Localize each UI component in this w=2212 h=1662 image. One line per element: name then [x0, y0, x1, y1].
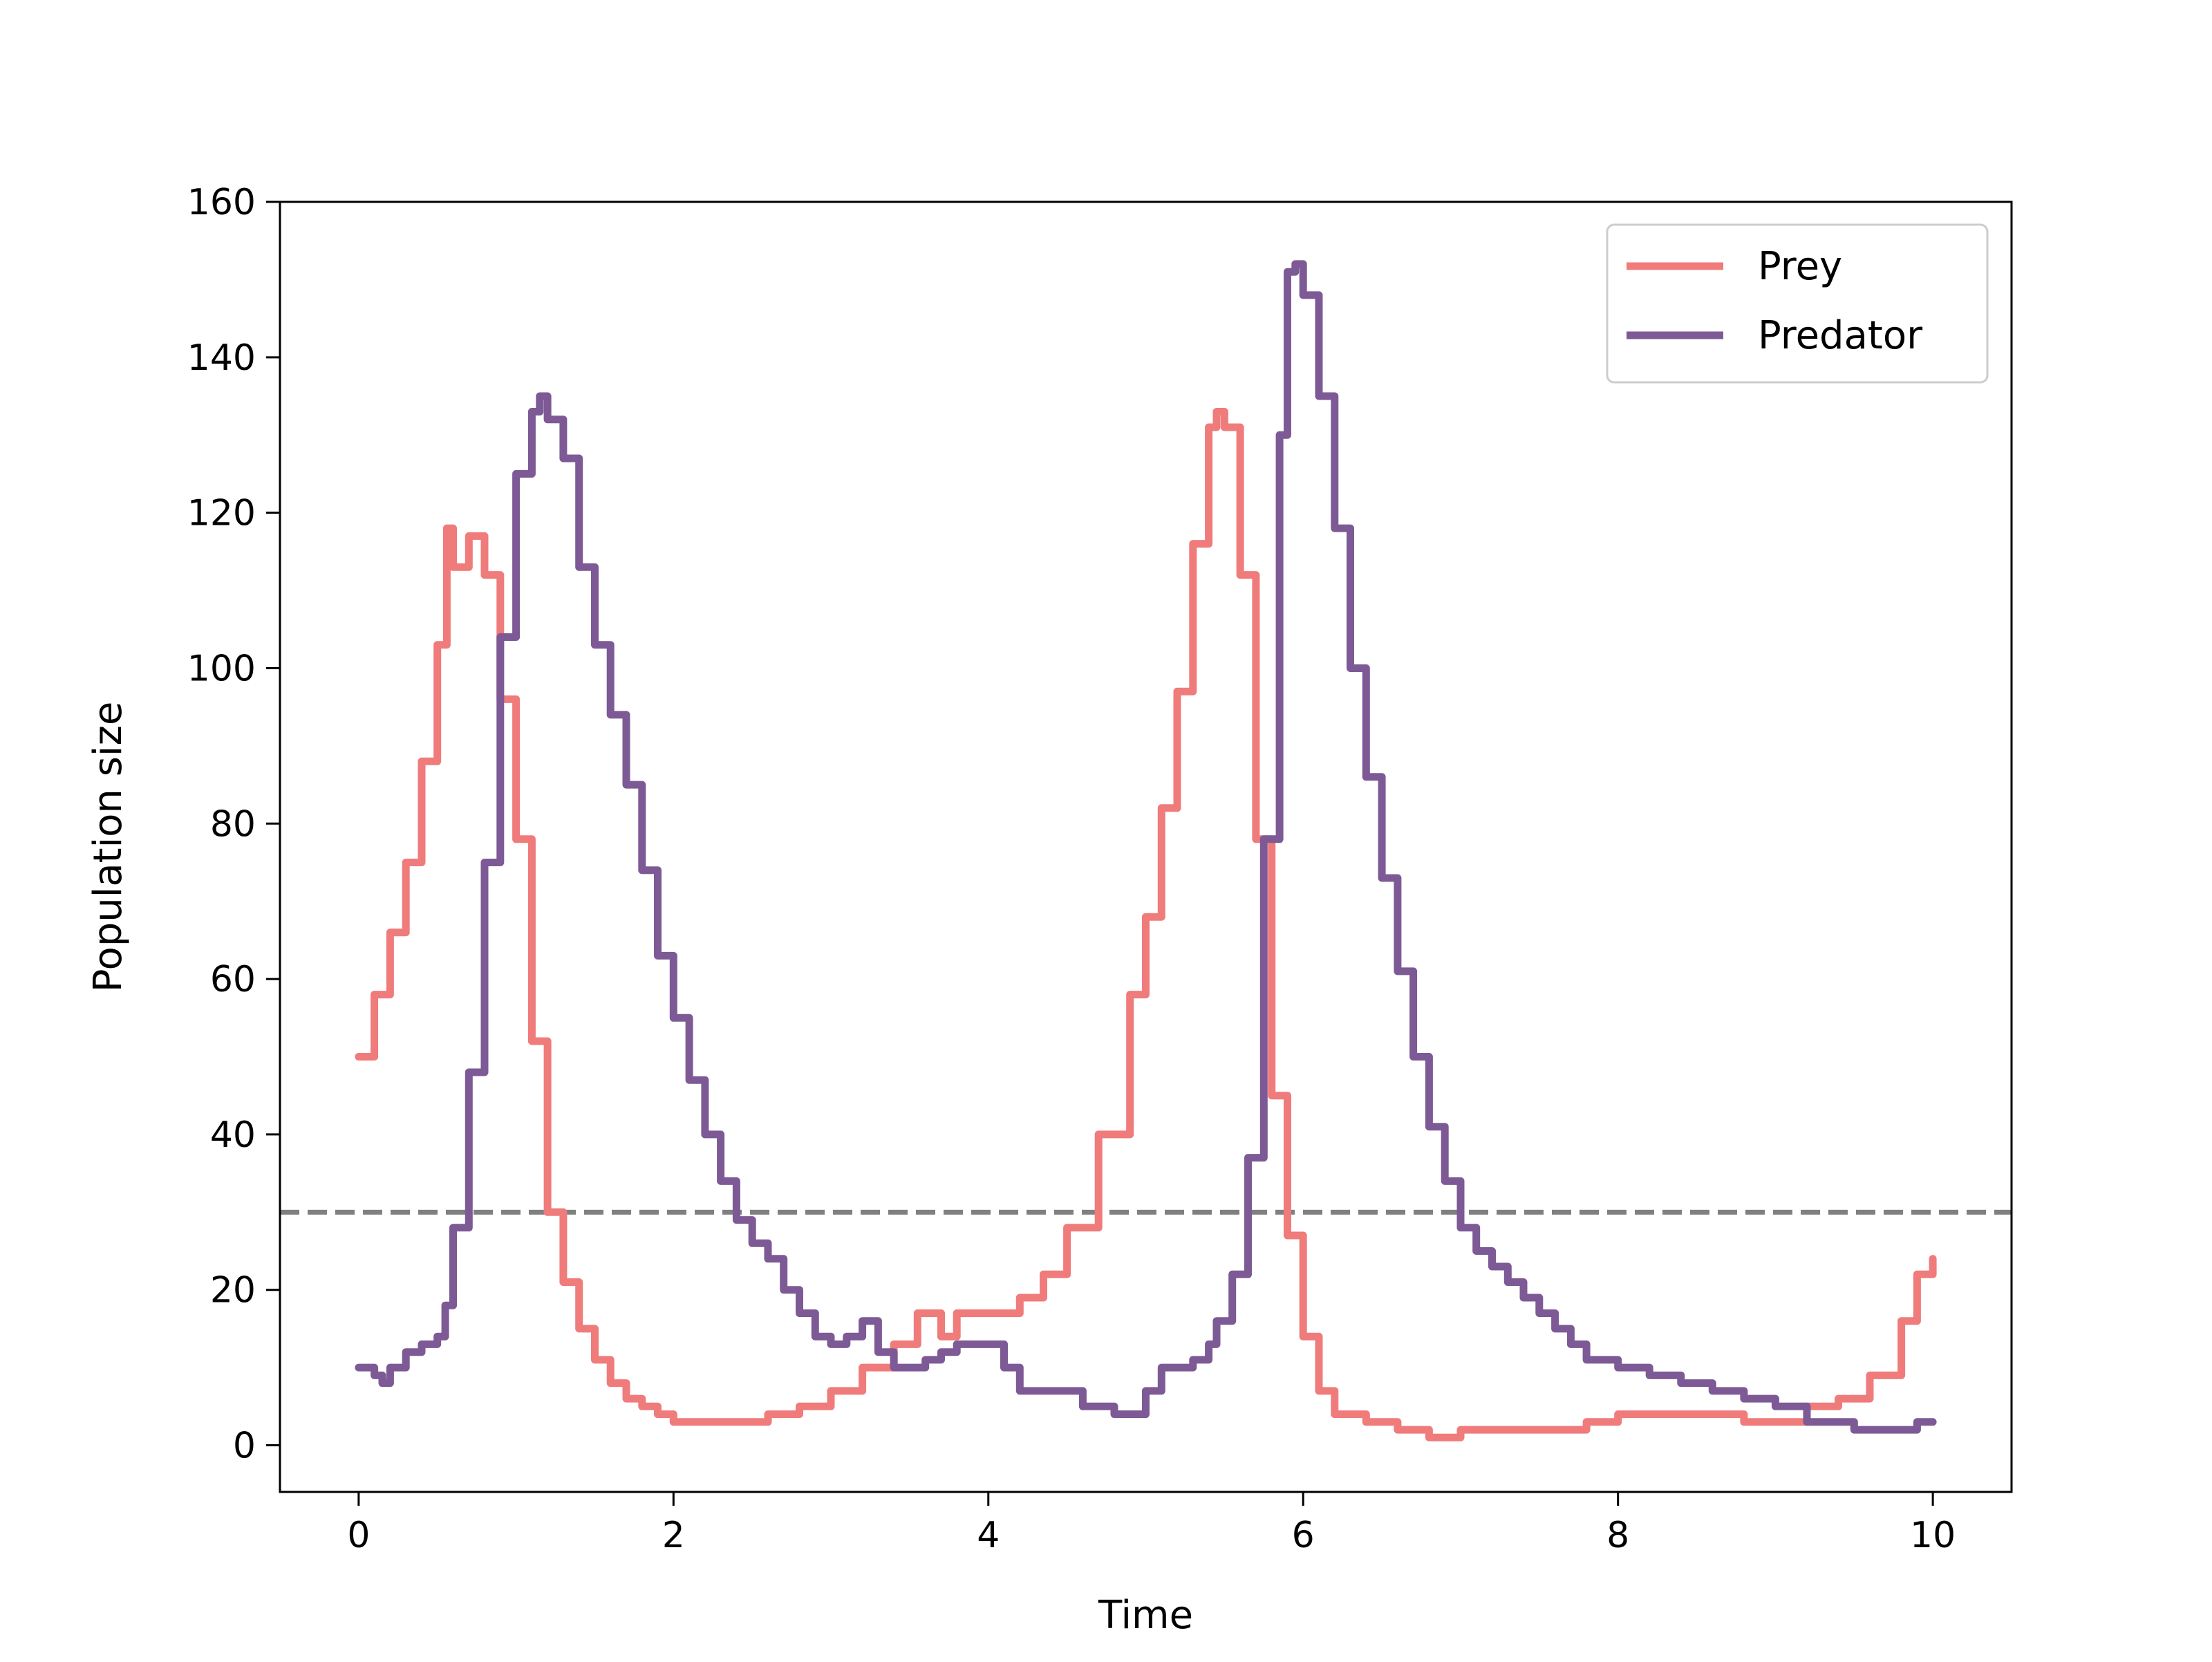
- x-tick-label: 4: [977, 1515, 1000, 1556]
- x-axis-label: Time: [1098, 1593, 1193, 1638]
- y-axis-label: Population size: [86, 702, 131, 993]
- y-tick-label: 0: [233, 1426, 256, 1467]
- plot-frame: [279, 200, 2013, 1493]
- y-tick-label: 100: [187, 648, 256, 689]
- y-tick-label: 40: [210, 1114, 256, 1156]
- legend-label-predator: Predator: [1758, 313, 1923, 358]
- x-tick-label: 6: [1292, 1515, 1315, 1556]
- x-tick-label: 2: [662, 1515, 685, 1556]
- x-tick-label: 10: [1910, 1515, 1956, 1556]
- y-tick-label: 80: [210, 803, 256, 845]
- x-tick-label: 0: [347, 1515, 370, 1556]
- series-layer: [355, 260, 1937, 1441]
- y-tick-label: 160: [187, 182, 256, 223]
- y-tick-label: 60: [210, 959, 256, 1000]
- y-axis-ticks: 0 20 40 60 80 100 120 140 160: [187, 182, 280, 1467]
- x-axis-ticks: 0 2 4 6 8 10: [347, 1492, 1956, 1556]
- x-tick-label: 8: [1606, 1515, 1629, 1556]
- y-tick-label: 140: [187, 337, 256, 379]
- series-line-prey: [355, 408, 1937, 1441]
- y-tick-label: 120: [187, 493, 256, 534]
- series-line-predator: [355, 260, 1937, 1434]
- y-tick-label: 20: [210, 1270, 256, 1311]
- legend: Prey Predator: [1606, 223, 1989, 384]
- legend-label-prey: Prey: [1758, 244, 1842, 289]
